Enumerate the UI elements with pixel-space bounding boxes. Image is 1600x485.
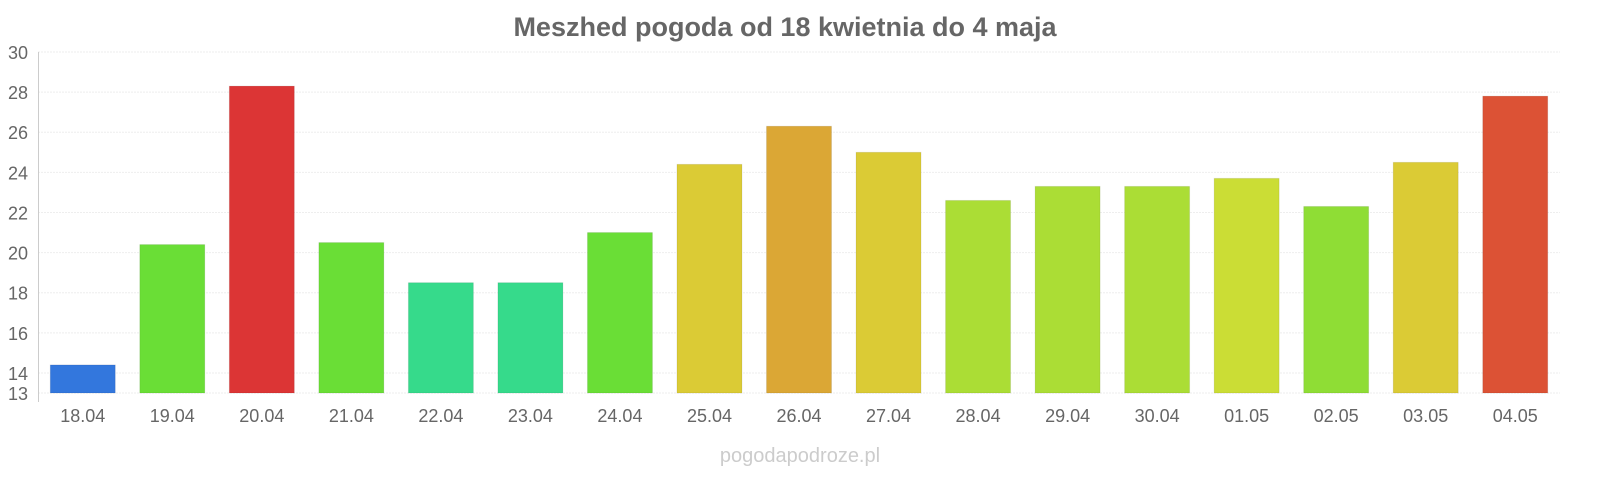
x-tick-label: 28.04 [956, 406, 1001, 426]
x-tick-label: 01.05 [1224, 406, 1269, 426]
bar-30.04[interactable] [1124, 185, 1191, 394]
bar-04.05[interactable] [1482, 95, 1549, 394]
x-tick-label: 24.04 [597, 406, 642, 426]
y-tick-label: 18 [8, 284, 28, 304]
bar-22.04[interactable] [407, 282, 474, 394]
x-tick-label: 03.05 [1403, 406, 1448, 426]
bar-24.04[interactable] [586, 232, 653, 394]
x-tick-label: 29.04 [1045, 406, 1090, 426]
y-tick-label: 28 [8, 83, 28, 103]
x-tick-label: 27.04 [866, 406, 911, 426]
y-tick-label: 16 [8, 324, 28, 344]
bar-26.04[interactable] [766, 125, 832, 394]
y-tick-label: 26 [8, 123, 28, 143]
bar-19.04[interactable] [139, 244, 206, 394]
bar-03.05[interactable] [1392, 161, 1459, 394]
bar-18.04[interactable] [49, 364, 116, 394]
x-tick-label: 26.04 [776, 406, 821, 426]
x-axis-ticks: 18.04 19.04 20.04 21.04 22.04 23.04 24.04 25.04… [60, 406, 1538, 426]
bar-20.04[interactable] [228, 85, 295, 394]
bars [49, 85, 1549, 394]
y-tick-label: 24 [8, 163, 28, 183]
chart-title: Meszhed pogoda od 18 kwietnia do 4 maja [513, 12, 1057, 42]
x-tick-label: 23.04 [508, 406, 553, 426]
watermark: pogodapodroze.pl [720, 445, 880, 467]
bar-29.04[interactable] [1034, 185, 1101, 394]
bar-27.04[interactable] [855, 151, 922, 394]
bar-02.05[interactable] [1303, 205, 1370, 394]
x-tick-label: 19.04 [150, 406, 195, 426]
x-tick-label: 25.04 [687, 406, 732, 426]
bar-23.04[interactable] [497, 282, 564, 394]
y-tick-label: 20 [8, 244, 28, 264]
x-tick-label: 20.04 [239, 406, 284, 426]
x-tick-label: 21.04 [329, 406, 374, 426]
bar-21.04[interactable] [318, 242, 385, 394]
x-tick-label: 02.05 [1314, 406, 1359, 426]
y-tick-label: 13 [8, 384, 28, 404]
bar-01.05[interactable] [1213, 177, 1280, 394]
x-tick-label: 30.04 [1135, 406, 1180, 426]
y-tick-label: 14 [8, 364, 28, 384]
x-tick-label: 18.04 [60, 406, 105, 426]
x-tick-label: 04.05 [1493, 406, 1538, 426]
bar-25.04[interactable] [676, 163, 743, 394]
bar-28.04[interactable] [945, 199, 1012, 394]
y-tick-label: 30 [8, 43, 28, 63]
x-tick-label: 22.04 [418, 406, 463, 426]
y-tick-label: 22 [8, 203, 28, 223]
